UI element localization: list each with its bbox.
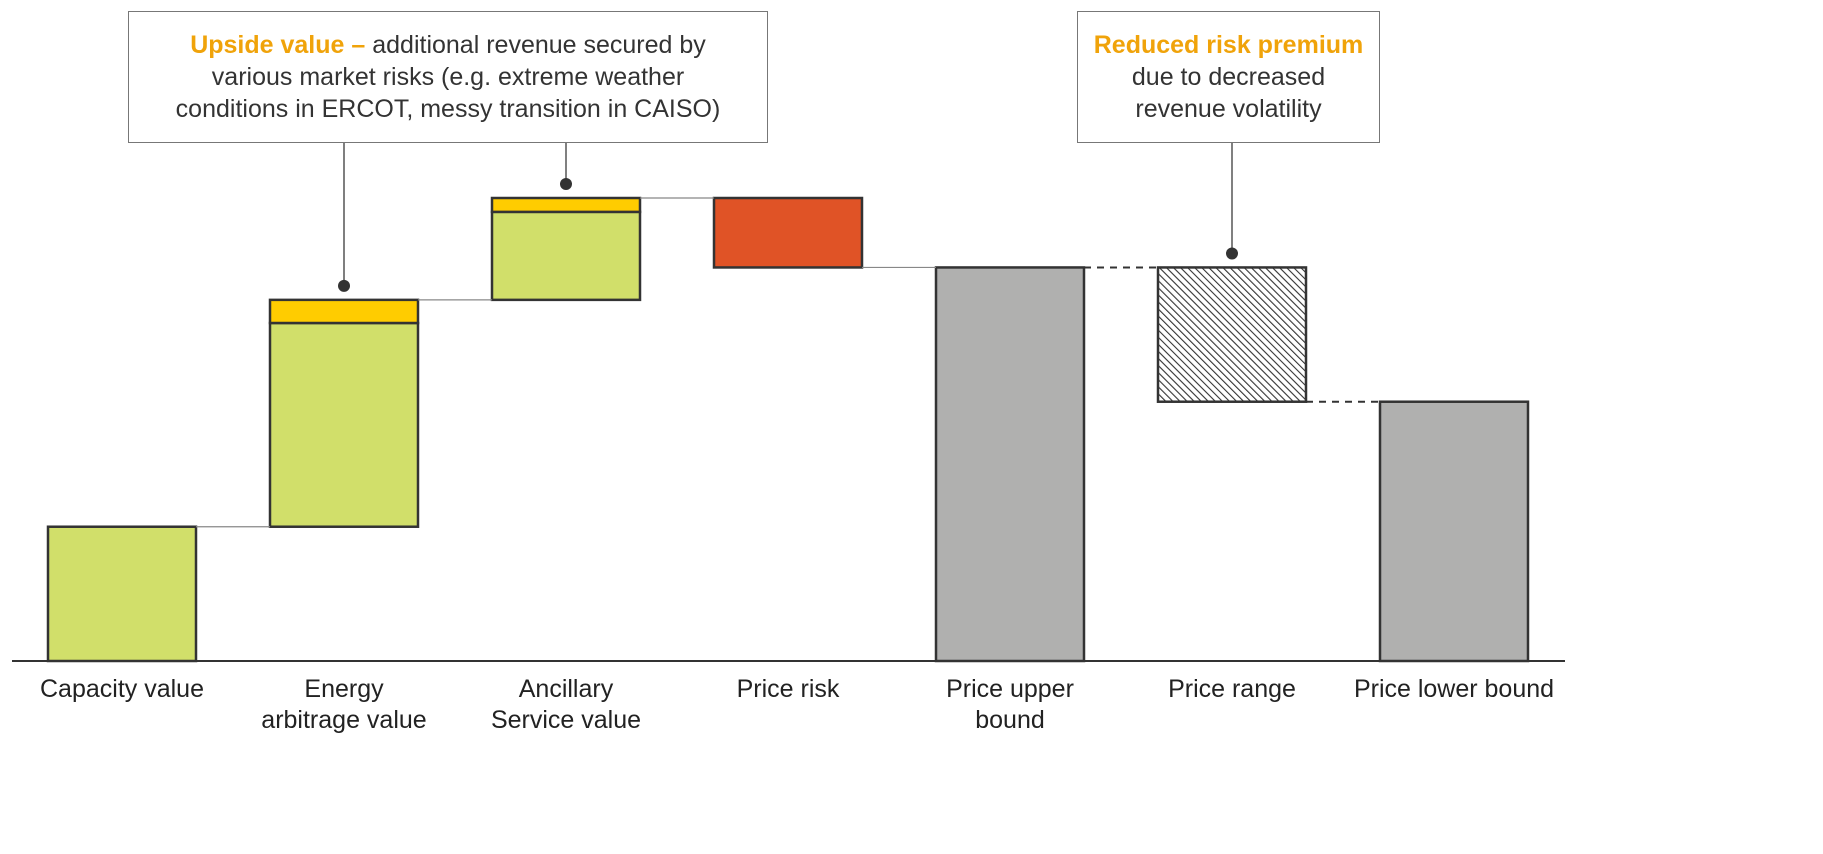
bar [1156, 266, 1308, 403]
annotation-highlight: Upside value – [190, 31, 366, 59]
annotation-text: additional revenue secured by various ma… [175, 31, 721, 123]
upside-segment [268, 298, 420, 325]
category-label: Ancillary Service value [490, 675, 642, 734]
annotation-box: Upside value – additional revenue secure… [128, 11, 768, 143]
category-label: Price range [1168, 675, 1296, 703]
category-label: Price lower bound [1353, 675, 1555, 703]
bar [712, 196, 864, 269]
category-label: Capacity value [40, 675, 204, 703]
annotation-dot [560, 178, 572, 190]
bar [46, 525, 198, 663]
annotation-box: Reduced risk premium due to decreased rev… [1077, 11, 1380, 143]
bar [268, 321, 420, 528]
bar [490, 210, 642, 302]
annotation-dot [338, 279, 350, 292]
bar [1378, 400, 1530, 663]
annotation-highlight: Reduced risk premium [1093, 31, 1364, 59]
upside-segment [490, 196, 642, 214]
bar [934, 266, 1086, 663]
annotation-text: due to decreased revenue volatility [1131, 63, 1326, 123]
category-label: Energy arbitrage value [261, 675, 427, 734]
category-label: Price risk [736, 675, 840, 703]
category-label: Price upper bound [946, 675, 1074, 734]
annotation-dot [1226, 247, 1238, 260]
